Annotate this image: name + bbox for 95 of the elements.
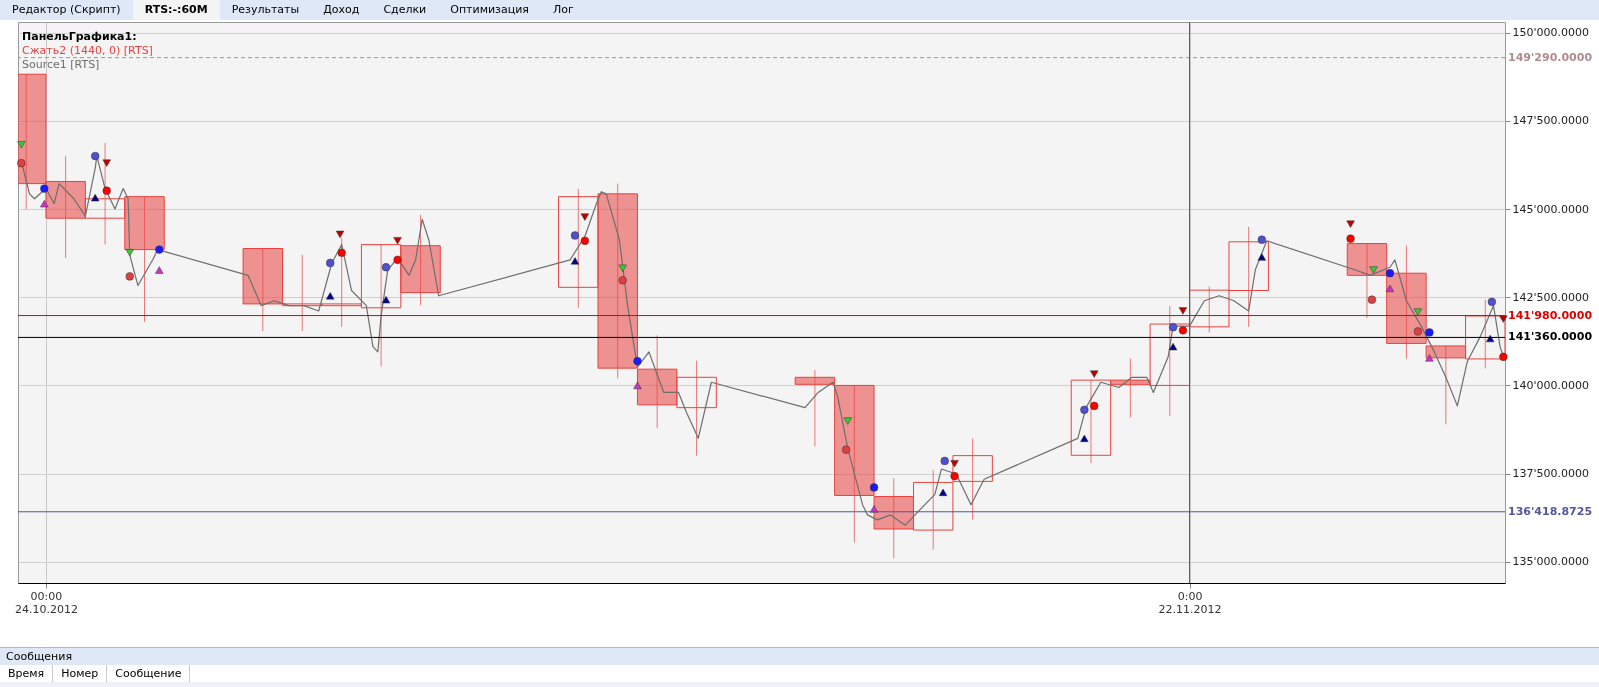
- candlestick: [84, 142, 126, 246]
- point: [1499, 352, 1508, 361]
- point: [1413, 308, 1423, 316]
- text: Сообщение: [107, 665, 191, 682]
- y-tick-label: 147'500.0000: [1512, 114, 1590, 128]
- ref-line-label: 141'980.0000: [1508, 308, 1593, 322]
- point: [570, 257, 580, 265]
- point: [1499, 315, 1508, 323]
- point: [155, 266, 164, 274]
- point: [17, 141, 26, 149]
- point: [326, 292, 335, 300]
- point: [102, 186, 111, 195]
- point: [393, 255, 402, 264]
- point: [40, 184, 49, 193]
- point: [326, 258, 335, 268]
- point: [1257, 235, 1266, 244]
- y-tick-label: 150'000.0000: [1512, 26, 1590, 40]
- point: [1425, 328, 1434, 337]
- point: [1367, 295, 1377, 304]
- ref-line-label: 141'360.0000: [1508, 330, 1593, 344]
- point: [842, 445, 851, 454]
- candlestick: [558, 188, 599, 309]
- point: [1346, 234, 1355, 243]
- point: [91, 194, 100, 202]
- y-tick-label: 142'500.0000: [1512, 290, 1590, 304]
- text: Редактор (Скрипт): [11, 2, 122, 18]
- text: RTS:-:60M: [132, 0, 220, 20]
- y-tick-label: 145'000.0000: [1512, 202, 1590, 216]
- point: [1168, 323, 1178, 332]
- text: Source1 [RTS]: [22, 58, 101, 72]
- candlestick: [794, 369, 836, 447]
- text: Доход: [322, 2, 361, 18]
- series-label: Сжать2 (1440, 0) [RTS]: [22, 44, 153, 58]
- point: [843, 417, 852, 425]
- point: [155, 245, 164, 254]
- point: [1369, 266, 1378, 274]
- ref-line-label: 136'418.8725: [1508, 504, 1593, 518]
- point: [633, 381, 642, 390]
- candlestick: [1425, 345, 1467, 425]
- y-tick-label: 137'500.0000: [1512, 467, 1590, 481]
- point: [335, 230, 345, 239]
- point: [580, 236, 589, 245]
- point: [1385, 284, 1395, 292]
- point: [1486, 334, 1495, 343]
- point: [950, 460, 959, 468]
- point: [1425, 354, 1434, 362]
- text: Номер: [53, 665, 108, 682]
- candlestick: [676, 360, 717, 457]
- text: Оптимизация: [449, 2, 530, 18]
- text: ПанельГрафика1:: [22, 30, 138, 44]
- text: Лог: [551, 2, 575, 18]
- point: [633, 356, 642, 366]
- point: [102, 159, 111, 167]
- point: [1178, 307, 1188, 315]
- point: [381, 296, 391, 304]
- point: [40, 200, 49, 208]
- point: [1346, 220, 1355, 228]
- point: [1168, 343, 1178, 351]
- point: [938, 488, 948, 496]
- point: [393, 237, 402, 245]
- ref-line-label: 149'290.0000: [1508, 50, 1593, 64]
- point: [125, 272, 134, 281]
- point: [17, 159, 26, 168]
- point: [1080, 405, 1089, 414]
- point: [1178, 326, 1188, 335]
- point: [950, 471, 959, 481]
- point: [570, 231, 580, 240]
- text: Результаты: [230, 2, 301, 18]
- point: [381, 263, 391, 272]
- point: [337, 248, 346, 257]
- y-tick-label: 140'000.0000: [1512, 378, 1590, 392]
- point: [618, 264, 627, 272]
- point: [1257, 253, 1266, 261]
- x-tick-label: 00:00 24.10.2012: [14, 589, 78, 616]
- candlestick: [242, 248, 284, 332]
- point: [580, 213, 589, 221]
- candlestick: [124, 196, 165, 323]
- candlestick: [1110, 358, 1151, 419]
- text: Время: [0, 665, 54, 682]
- y-tick-label: 135'000.0000: [1512, 555, 1590, 569]
- point: [869, 483, 879, 492]
- point: [940, 456, 949, 466]
- point: [125, 249, 134, 257]
- text: Сделки: [382, 2, 428, 18]
- point: [1385, 269, 1395, 278]
- point: [91, 151, 100, 161]
- candlestick: [1070, 379, 1112, 464]
- point: [1080, 434, 1089, 442]
- x-tick-label: 0:00 22.11.2012: [1158, 589, 1222, 616]
- point: [1413, 327, 1423, 336]
- text: Сообщения: [0, 648, 1599, 665]
- point: [1090, 370, 1099, 378]
- point: [618, 276, 627, 285]
- point: [1090, 401, 1099, 410]
- point: [1487, 297, 1496, 306]
